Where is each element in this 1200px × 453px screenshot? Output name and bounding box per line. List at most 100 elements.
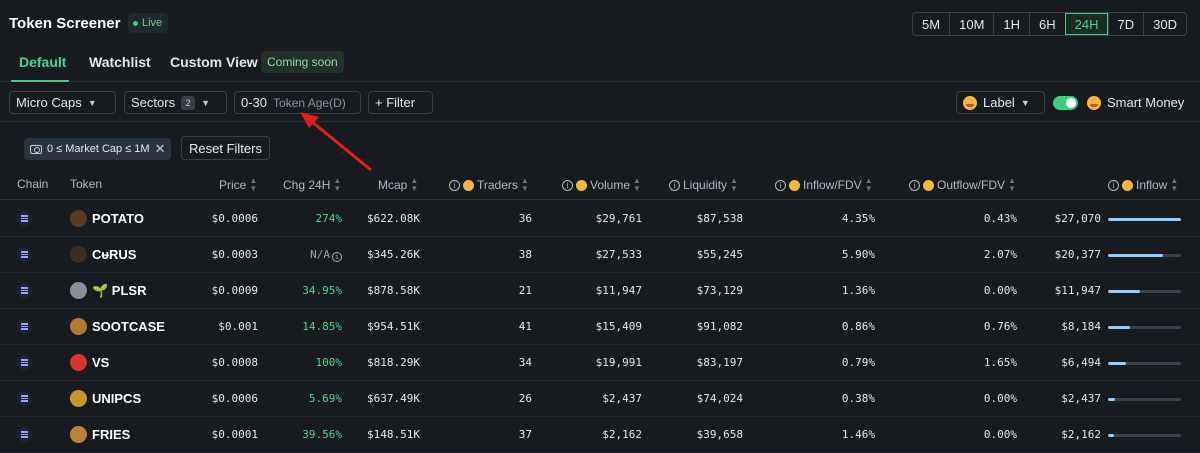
liquidity-cell: $39,658 <box>696 428 743 441</box>
token-logo-icon <box>70 282 87 299</box>
outflow-fdv-cell: 0.00% <box>983 284 1017 297</box>
label-dropdown[interactable]: Label ▼ <box>956 91 1045 114</box>
table-row[interactable]: SOOTCASE $0.001 14.85% $954.51K 41 $15,409 $91… <box>0 309 1200 345</box>
column-chg-24h[interactable]: Chg 24H ▲ ▼ <box>283 177 341 193</box>
column-inflow[interactable]: i Inflow ▲ ▼ <box>1108 177 1178 193</box>
column-volume[interactable]: i Volume ▲ ▼ <box>562 177 641 193</box>
column-mcap[interactable]: Mcap ▲ ▼ <box>378 177 418 193</box>
info-icon[interactable]: i <box>332 252 342 262</box>
info-icon: i <box>775 179 786 191</box>
inflow-bar <box>1108 326 1181 329</box>
volume-cell: $29,761 <box>595 212 642 225</box>
label-button-text: Label <box>983 95 1015 110</box>
token-name[interactable]: SOOTCASE <box>92 319 165 334</box>
inflow-bar-fill <box>1108 218 1181 221</box>
inflow-cell: $8,184 <box>1061 320 1101 333</box>
column-price[interactable]: Price ▲ ▼ <box>219 177 257 193</box>
smart-money-label-group: Smart Money <box>1087 95 1184 110</box>
outflow-fdv-cell: 0.43% <box>983 212 1017 225</box>
filter-bar: Micro Caps ▼ Sectors 2 ▼ 0-30 Token Age(… <box>0 84 1200 122</box>
token-name[interactable]: FRIES <box>92 427 131 442</box>
smart-money-toggle[interactable] <box>1053 96 1078 110</box>
change-cell: 14.85% <box>302 320 342 333</box>
column-liquidity[interactable]: i Liquidity ▲ ▼ <box>669 177 738 193</box>
solana-icon <box>17 319 32 334</box>
chevron-down-icon: ▼ <box>201 97 210 108</box>
timeframe-6h[interactable]: 6H <box>1029 13 1065 35</box>
timeframe-30d[interactable]: 30D <box>1143 13 1186 35</box>
timeframe-5m[interactable]: 5M <box>922 16 941 32</box>
market-cap-chip-label: 0 ≤ Market Cap ≤ 1M <box>47 143 150 155</box>
liquidity-cell: $74,024 <box>696 392 743 405</box>
timeframe-7d[interactable]: 7D <box>1107 13 1144 35</box>
micro-caps-label: Micro Caps <box>16 95 82 110</box>
tab-watchlist[interactable]: Watchlist <box>89 54 151 70</box>
table-row[interactable]: FRIES $0.0001 39.56% $148.51K 37 $2,162 $39,65… <box>0 417 1200 453</box>
solana-icon <box>17 427 32 442</box>
inflow-bar-fill <box>1108 434 1114 437</box>
price-cell: $0.0003 <box>211 248 258 261</box>
column-inflow-fdv[interactable]: i Inflow/FDV ▲ ▼ <box>775 177 873 193</box>
smart-money-label: Smart Money <box>1107 95 1185 110</box>
table-row[interactable]: UNIPCS $0.0006 5.69% $637.49K 26 $2,437 $74,02… <box>0 381 1200 417</box>
change-cell: 34.95% <box>302 284 342 297</box>
add-filter-button[interactable]: + Filter <box>368 91 433 114</box>
change-cell: 274% <box>315 212 343 225</box>
info-icon: i <box>909 179 920 191</box>
smart-face-icon <box>1122 179 1133 191</box>
token-logo-icon <box>70 246 87 263</box>
timeframe-24h[interactable]: 24H <box>1064 13 1108 35</box>
token-age-label: Token Age(D) <box>273 95 346 110</box>
sort-icon: ▲ ▼ <box>333 176 342 193</box>
table-row[interactable]: CᵾRUS $0.0003 N/A i $345.26K 38 $27,533 $55,245… <box>0 237 1200 273</box>
sort-icon: ▲ ▼ <box>730 176 738 193</box>
column-traders[interactable]: i Traders ▲ ▼ <box>449 177 529 193</box>
toggle-knob <box>1066 98 1076 108</box>
table-row[interactable]: VS $0.0008 100% $818.29K 34 $19,991 $83,197 0.7… <box>0 345 1200 381</box>
info-icon: i <box>669 179 680 191</box>
close-icon[interactable]: ✕ <box>154 141 166 156</box>
token-name[interactable]: 🌱 PLSR <box>92 283 147 298</box>
timeframe-1h[interactable]: 1H <box>993 13 1029 35</box>
change-cell: 100% <box>315 356 343 369</box>
inflow-bar <box>1108 362 1181 365</box>
tab-custom-view[interactable]: Custom View <box>170 54 258 70</box>
column-traders-label: Traders <box>477 178 518 192</box>
live-dot-icon <box>133 20 138 26</box>
column-outflow-fdv[interactable]: i Outflow/FDV ▲ ▼ <box>909 177 1016 193</box>
timeframe-selector: 5M 10M 1H 6H 24H 7D 30D <box>912 12 1187 36</box>
table-row[interactable]: POTATO $0.0006 274% $622.08K 36 $29,761 $87,53… <box>0 201 1200 237</box>
reset-filters-button[interactable]: Reset Filters <box>181 136 270 160</box>
micro-caps-dropdown[interactable]: Micro Caps ▼ <box>9 91 116 114</box>
token-name[interactable]: CᵾRUS <box>92 247 137 262</box>
table-row[interactable]: 🌱 PLSR $0.0009 34.95% $878.58K 21 $11,947 $73,… <box>0 273 1200 309</box>
token-name[interactable]: POTATO <box>92 211 144 226</box>
live-badge: Live <box>128 13 169 33</box>
column-chg-label: Chg 24H <box>283 178 331 192</box>
timeframe-10m[interactable]: 10M <box>949 13 993 35</box>
column-chain-label: Chain <box>17 177 49 191</box>
traders-cell: 37 <box>518 428 532 441</box>
sort-icon: ▲ ▼ <box>1170 176 1179 193</box>
token-age-filter[interactable]: 0-30 Token Age(D) <box>234 91 361 114</box>
token-name[interactable]: VS <box>92 355 110 370</box>
change-cell: 5.69% <box>308 392 342 405</box>
chevron-down-icon: ▼ <box>1020 97 1030 108</box>
sectors-dropdown[interactable]: Sectors 2 ▼ <box>124 91 227 114</box>
token-name[interactable]: UNIPCS <box>92 391 142 406</box>
price-cell: $0.0001 <box>211 428 258 441</box>
mcap-cell: $878.58K <box>367 284 420 297</box>
inflow-cell: $11,947 <box>1054 284 1101 297</box>
price-cell: $0.0009 <box>211 284 258 297</box>
column-inflow-label: Inflow <box>1136 178 1168 192</box>
live-label: Live <box>142 17 163 29</box>
volume-cell: $2,162 <box>602 428 642 441</box>
volume-cell: $19,991 <box>595 356 642 369</box>
price-cell: $0.0006 <box>211 392 258 405</box>
liquidity-cell: $73,129 <box>696 284 743 297</box>
price-cell: $0.0008 <box>211 356 258 369</box>
inflow-fdv-cell: 0.79% <box>841 356 875 369</box>
liquidity-cell: $83,197 <box>696 356 743 369</box>
inflow-bar <box>1108 290 1181 293</box>
tab-default[interactable]: Default <box>19 54 67 70</box>
